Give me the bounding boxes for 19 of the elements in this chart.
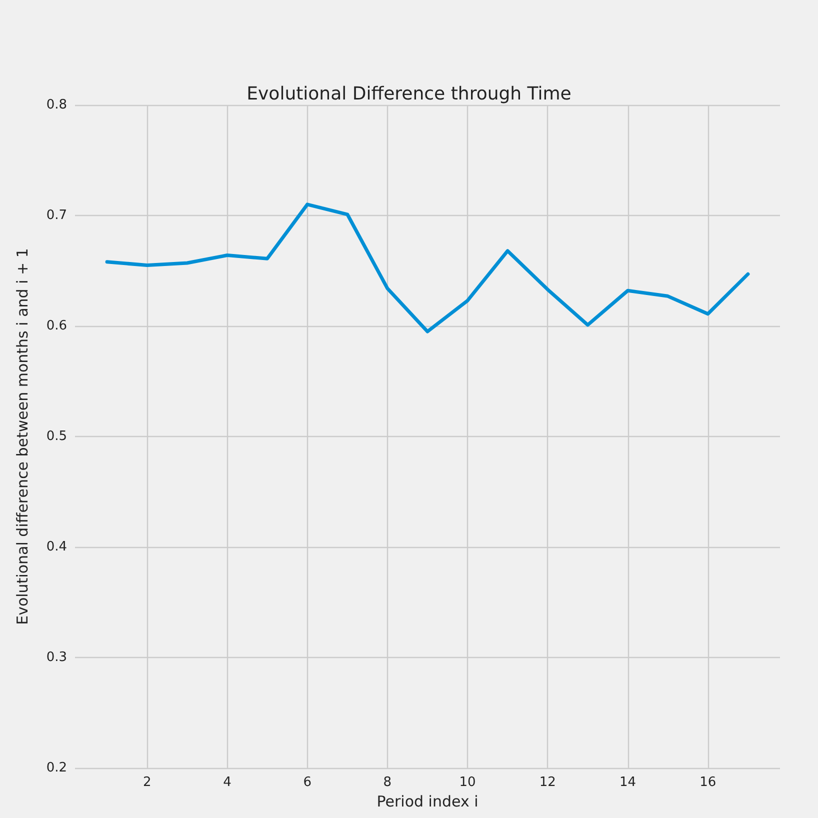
x-tick-label: 6 (303, 775, 312, 790)
y-tick-label: 0.5 (46, 429, 67, 444)
x-tick-label: 14 (620, 775, 636, 790)
chart-title: Evolutional Difference through Time (246, 84, 572, 104)
y-tick-label: 0.6 (46, 318, 67, 334)
x-axis-title: Period index i (376, 792, 478, 810)
x-tick-label: 8 (383, 775, 392, 790)
y-tick-label: 0.8 (46, 98, 67, 112)
x-tick-label: 12 (539, 775, 556, 790)
x-tick-label: 2 (142, 775, 152, 790)
x-tick-label: 16 (700, 775, 716, 790)
y-tick-label: 0.7 (46, 208, 67, 223)
y-axis-title: Evolutional difference between months i and i + 1 (14, 248, 32, 625)
line-series (105, 202, 750, 334)
y-tick-label: 0.3 (46, 650, 67, 665)
y-tick-label: 0.2 (46, 760, 67, 776)
x-tick-label: 4 (223, 775, 232, 790)
y-tick-label: 0.4 (46, 540, 67, 554)
x-tick-label: 10 (459, 775, 476, 790)
